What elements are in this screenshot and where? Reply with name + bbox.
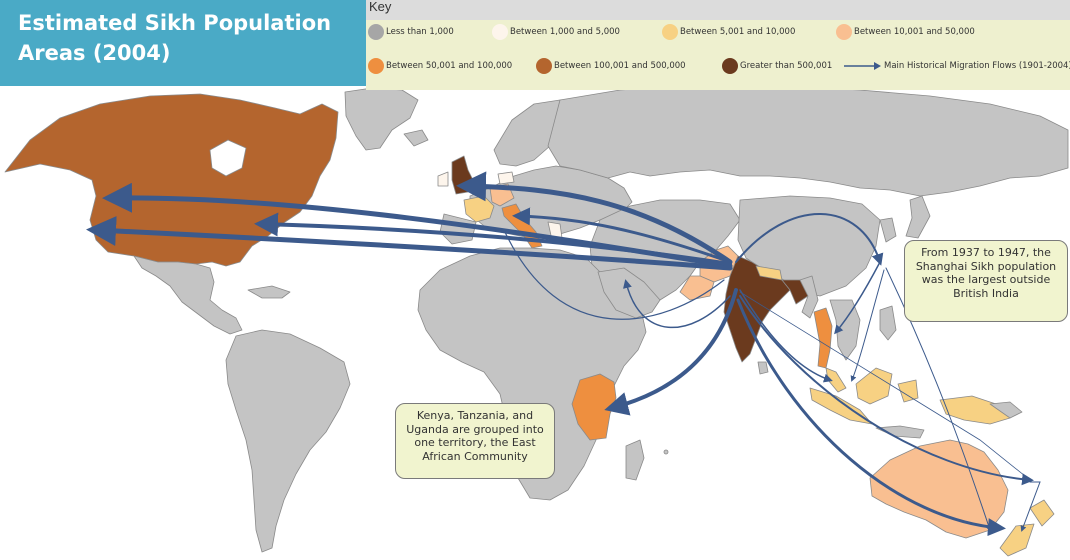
legend-item-10001-50000: Between 10,001 and 50,000 xyxy=(836,24,975,40)
legend-label: Less than 1,000 xyxy=(386,27,454,37)
russia xyxy=(547,83,1069,197)
flow-pacific xyxy=(739,291,1031,481)
map-title: Estimated Sikh Population Areas (2004) xyxy=(18,8,331,68)
flow-uk xyxy=(456,171,733,265)
flow-shanghai-aus xyxy=(885,267,992,532)
flow-shanghai xyxy=(735,213,884,266)
title-panel: Estimated Sikh Population Areas (2004) xyxy=(0,0,366,86)
flow-sa xyxy=(503,229,725,320)
legend-swatch xyxy=(492,24,508,40)
legend-swatch xyxy=(368,58,384,74)
legend-swatch xyxy=(536,58,552,74)
flow-canada-east xyxy=(254,212,732,266)
flow-italy xyxy=(512,207,732,264)
key-panel xyxy=(366,20,1070,90)
flow-malaysia xyxy=(739,289,833,383)
flow-nz-loop xyxy=(1020,481,1041,532)
mexico xyxy=(133,255,243,335)
title-line-1: Estimated Sikh Population xyxy=(18,11,332,35)
legend-label: Between 5,001 and 10,000 xyxy=(680,27,796,37)
legend-label: Between 10,001 and 50,000 xyxy=(854,27,975,37)
arrow-icon xyxy=(844,62,881,70)
east-african-community xyxy=(571,373,617,441)
flow-gulf xyxy=(623,279,731,328)
legend-swatch xyxy=(836,24,852,40)
flow-usa-west xyxy=(86,215,733,271)
callout-east-africa: Kenya, Tanzania, and Uganda are grouped … xyxy=(395,403,555,479)
legend-label: Greater than 500,001 xyxy=(740,61,833,71)
legend-item-100001-500000: Between 100,001 and 500,000 xyxy=(536,58,686,74)
legend-label: Between 50,001 and 100,000 xyxy=(386,61,513,71)
legend-item-greater-500001: Greater than 500,001 xyxy=(722,58,832,74)
title-line-2: Areas (2004) xyxy=(18,41,171,65)
greenland xyxy=(344,87,419,151)
legend-swatch xyxy=(368,24,384,40)
australia xyxy=(869,439,1009,539)
new-zealand xyxy=(1029,499,1055,527)
key-header xyxy=(366,0,1070,20)
thailand xyxy=(813,307,833,369)
flow-thailand xyxy=(834,261,881,335)
indonesia xyxy=(809,387,873,425)
legend-label: Between 100,001 and 500,000 xyxy=(554,61,686,71)
legend-swatch xyxy=(722,58,738,74)
legend-label: Main Historical Migration Flows (1901-20… xyxy=(884,61,1070,71)
south-america xyxy=(225,329,351,553)
flow-nz xyxy=(739,295,1034,486)
legend-item-50001-100000: Between 50,001 and 100,000 xyxy=(368,58,512,74)
callout-shanghai: From 1937 to 1947, the Shanghai Sikh pop… xyxy=(904,240,1068,322)
flow-australia xyxy=(736,298,1006,537)
key-title: Key xyxy=(369,0,392,14)
flow-singapore xyxy=(850,269,885,382)
flow-east-africa xyxy=(604,288,738,416)
legend-item-5001-10000: Between 5,001 and 10,000 xyxy=(662,24,795,40)
legend-item-migration-flows: Main Historical Migration Flows (1901-20… xyxy=(842,61,1070,71)
legend-swatch xyxy=(662,24,678,40)
legend-item-less-than-1000: Less than 1,000 xyxy=(368,24,454,40)
legend-item-1000-5000: Between 1,000 and 5,000 xyxy=(492,24,620,40)
legend-label: Between 1,000 and 5,000 xyxy=(510,27,620,37)
